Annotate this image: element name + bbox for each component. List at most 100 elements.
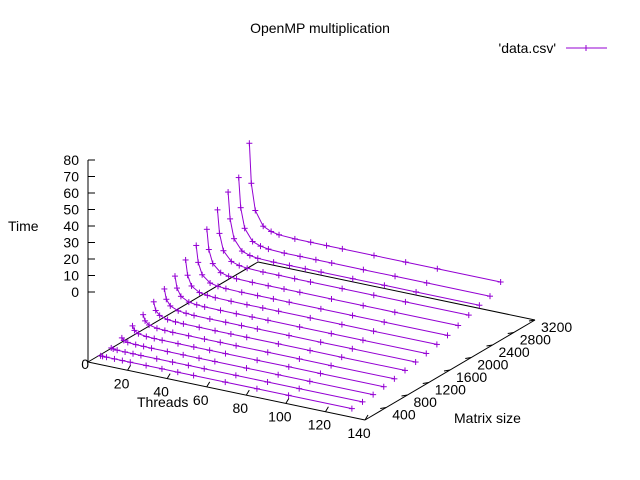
data-point bbox=[268, 228, 275, 235]
data-point bbox=[169, 359, 176, 366]
data-point bbox=[114, 347, 121, 354]
data-point bbox=[371, 252, 378, 259]
z-axis-label: Time bbox=[8, 218, 39, 234]
data-point bbox=[161, 327, 168, 334]
data-point bbox=[174, 340, 181, 347]
data-point bbox=[339, 285, 346, 292]
data-point bbox=[253, 385, 260, 392]
data-point bbox=[243, 334, 250, 341]
data-point bbox=[135, 330, 142, 337]
series-line bbox=[195, 245, 448, 336]
y-tick-mark bbox=[443, 369, 451, 372]
data-point bbox=[291, 275, 298, 282]
data-point bbox=[423, 279, 430, 286]
data-point bbox=[212, 327, 219, 334]
data-point bbox=[190, 343, 197, 350]
data-point bbox=[252, 207, 259, 214]
data-point bbox=[259, 304, 266, 311]
data-point bbox=[222, 350, 229, 357]
data-point bbox=[317, 305, 324, 312]
data-point bbox=[148, 345, 155, 352]
data-point bbox=[180, 320, 187, 327]
data-point bbox=[142, 317, 149, 324]
z-tick-label: 80 bbox=[63, 152, 79, 168]
data-point bbox=[323, 242, 330, 249]
y-tick-mark bbox=[401, 394, 408, 397]
x-tick-mark bbox=[324, 406, 329, 412]
data-point bbox=[360, 302, 367, 309]
data-point bbox=[281, 286, 288, 293]
data-point bbox=[99, 353, 106, 360]
data-point bbox=[217, 339, 224, 346]
data-point bbox=[254, 325, 261, 332]
y-tick-mark bbox=[507, 332, 514, 334]
data-point bbox=[206, 347, 213, 354]
data-point bbox=[233, 342, 240, 349]
data-point bbox=[455, 322, 462, 329]
data-point bbox=[196, 324, 203, 331]
data-point bbox=[241, 225, 248, 232]
data-point bbox=[225, 189, 232, 196]
data-point bbox=[164, 316, 171, 323]
data-point bbox=[167, 302, 174, 309]
y-axis-inner-line bbox=[87, 261, 259, 363]
data-point bbox=[185, 299, 192, 306]
data-point bbox=[285, 392, 292, 399]
data-point bbox=[140, 311, 147, 318]
data-point bbox=[227, 215, 234, 222]
data-point bbox=[312, 256, 319, 263]
data-point bbox=[214, 206, 221, 213]
data-point bbox=[328, 330, 335, 337]
data-point bbox=[296, 323, 303, 330]
data-point bbox=[259, 269, 266, 276]
x-tick-mark bbox=[206, 381, 211, 388]
data-point bbox=[190, 372, 197, 379]
data-point bbox=[119, 357, 126, 364]
data-point bbox=[124, 339, 131, 346]
data-point bbox=[137, 352, 144, 359]
y-tick-mark bbox=[422, 382, 429, 384]
data-point bbox=[184, 272, 191, 279]
data-point bbox=[296, 385, 303, 392]
data-point bbox=[257, 243, 264, 250]
data-point bbox=[212, 294, 219, 301]
data-point bbox=[433, 341, 440, 348]
data-point bbox=[339, 245, 346, 252]
data-point bbox=[185, 332, 192, 339]
y-tick-label: 1200 bbox=[435, 382, 466, 398]
data-point bbox=[150, 298, 157, 305]
x-tick-mark bbox=[245, 389, 250, 396]
data-point bbox=[286, 299, 293, 306]
data-point bbox=[291, 235, 298, 242]
data-point bbox=[183, 310, 190, 317]
data-point bbox=[214, 283, 221, 290]
data-point bbox=[227, 330, 234, 337]
data-point bbox=[249, 279, 256, 286]
data-point bbox=[307, 314, 314, 321]
data-point bbox=[276, 231, 283, 238]
data-point bbox=[209, 260, 216, 267]
data-point bbox=[317, 339, 324, 346]
data-point bbox=[201, 303, 208, 310]
y-tick-label: 3200 bbox=[541, 319, 572, 335]
x-tick-label: 60 bbox=[193, 392, 209, 408]
data-point bbox=[402, 259, 409, 266]
data-point bbox=[275, 308, 282, 315]
data-point bbox=[237, 204, 244, 211]
data-point bbox=[264, 317, 271, 324]
data-point bbox=[402, 298, 409, 305]
data-point bbox=[217, 307, 224, 314]
data-point bbox=[370, 391, 377, 398]
data-point bbox=[111, 355, 118, 362]
y-tick-mark bbox=[486, 344, 493, 347]
series-line bbox=[206, 229, 459, 326]
data-point bbox=[220, 247, 227, 254]
data-point bbox=[152, 307, 159, 314]
data-point bbox=[158, 365, 165, 372]
data-point bbox=[423, 350, 430, 357]
data-point bbox=[434, 265, 441, 272]
z-tick-label: 0 bbox=[71, 284, 79, 300]
data-point bbox=[286, 262, 293, 269]
data-point bbox=[180, 351, 187, 358]
